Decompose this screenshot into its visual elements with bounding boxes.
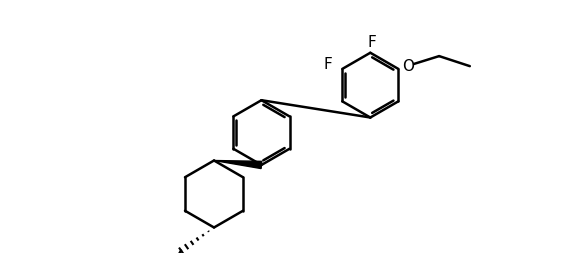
Text: F: F	[324, 57, 333, 72]
Text: F: F	[367, 35, 376, 50]
Polygon shape	[214, 161, 262, 169]
Text: O: O	[402, 59, 414, 74]
